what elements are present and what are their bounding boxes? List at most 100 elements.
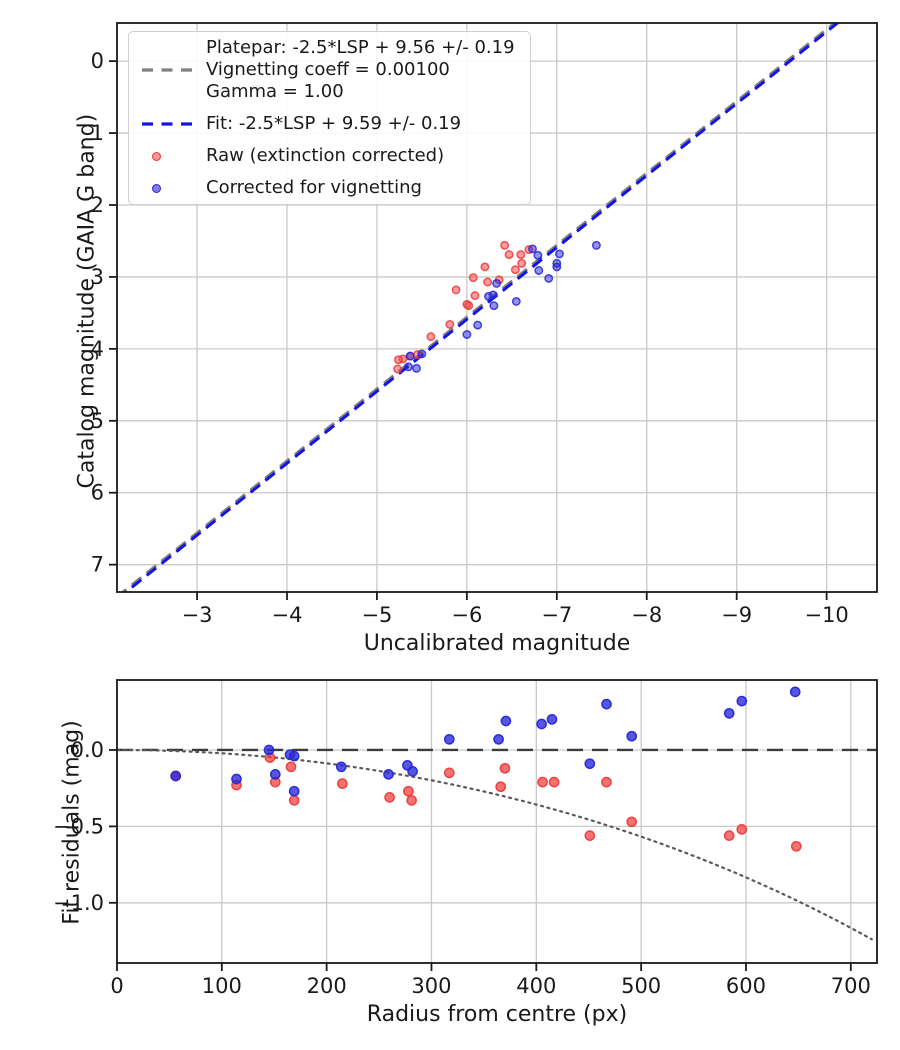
scatter-point [536, 718, 547, 730]
scatter-point [412, 363, 421, 373]
y-tick-label: 7 [91, 553, 104, 577]
scatter-point [736, 824, 748, 835]
legend-label-raw: Raw (extinction corrected) [206, 145, 445, 166]
x-tick-label: −10 [804, 603, 848, 627]
top-x-axis-label: Uncalibrated magnitude [363, 631, 631, 656]
scatter-point [393, 364, 403, 374]
scatter-point [445, 319, 455, 329]
scatter-point [269, 769, 281, 780]
vignetting-curve [117, 748, 873, 941]
scatter-point [626, 816, 638, 828]
scatter-point [493, 733, 504, 745]
scatter-point [723, 830, 735, 841]
scatter-point [405, 351, 415, 361]
scatter-point [170, 770, 182, 782]
scatter-point [537, 776, 548, 788]
scatter-point [528, 244, 537, 254]
x-tick-label: −6 [451, 603, 482, 627]
scatter-point [480, 262, 490, 272]
scatter-point [407, 766, 418, 777]
fit-residuals-grid [116, 680, 877, 963]
scatter-point [451, 285, 461, 295]
fit-residuals-ticks: 0 100 200 300 400 500 600 700 0.0 −0.5 −1.0 [53, 738, 871, 998]
scatter-point [464, 301, 474, 311]
scatter-point [723, 707, 735, 719]
scatter-point [517, 258, 527, 268]
scatter-point [383, 769, 394, 780]
scatter-point [285, 761, 297, 773]
scatter-point [584, 758, 596, 770]
scatter-point [510, 265, 520, 275]
corrected-dot-marker [141, 183, 194, 193]
magnitude-fit-series [393, 240, 534, 374]
scatter-point [443, 733, 455, 745]
legend-label-platepar: Platepar: -2.5*LSP + 9.56 +/- 0.19 Vigne… [206, 37, 515, 102]
x-tick-label: 700 [831, 974, 871, 998]
x-tick-label: 100 [202, 974, 242, 998]
scatter-point [288, 785, 300, 797]
x-tick-label: 200 [307, 974, 347, 998]
y-tick-label: 1 [91, 121, 104, 145]
x-tick-label: −8 [631, 603, 662, 627]
x-tick-label: 300 [411, 974, 451, 998]
scatter-point [546, 714, 558, 725]
scatter-point [398, 354, 408, 364]
x-tick-label: 400 [516, 974, 556, 998]
scatter-point [484, 291, 493, 301]
scatter-point [426, 332, 436, 342]
raw-dot-marker [141, 151, 194, 161]
scatter-point [504, 250, 514, 260]
scatter-point [534, 266, 544, 275]
scatter-point [626, 730, 638, 742]
scatter-point [473, 320, 483, 330]
magnitude-fit-ticks: −3 −4 −5 −6 −7 −8 −9 −10 0 1 2 3 4 5 6 7 [91, 49, 849, 627]
fit-residuals-series [170, 686, 801, 797]
scatter-point [544, 273, 554, 283]
scatter-point [495, 781, 507, 793]
scatter-point [591, 240, 601, 250]
y-tick-label: 5 [91, 409, 104, 433]
y-tick-label: 6 [91, 481, 104, 505]
legend-item-platepar: Platepar: -2.5*LSP + 9.56 +/- 0.19 Vigne… [141, 37, 518, 103]
x-tick-label: −9 [721, 603, 752, 627]
legend: Platepar: -2.5*LSP + 9.56 +/- 0.19 Vigne… [128, 31, 531, 205]
scatter-point [533, 250, 543, 260]
scatter-point [417, 349, 427, 359]
legend-label-fit: Fit: -2.5*LSP + 9.59 +/- 0.19 [206, 113, 462, 134]
legend-label-corrected: Corrected for vignetting [206, 177, 422, 198]
scatter-point [406, 795, 417, 806]
scatter-point [789, 686, 801, 698]
y-tick-label: −0.5 [53, 814, 104, 838]
magnitude-fit-series [403, 240, 601, 373]
scatter-point [500, 240, 510, 250]
scatter-point [489, 301, 499, 311]
y-tick-label: 3 [91, 265, 104, 289]
x-tick-label: −3 [182, 603, 213, 627]
scatter-point [470, 291, 480, 301]
scatter-point [384, 792, 395, 803]
x-tick-label: 600 [726, 974, 766, 998]
fit-residuals-frame [116, 679, 878, 964]
y-tick-label: 2 [91, 193, 104, 217]
x-tick-label: 500 [621, 974, 661, 998]
legend-item-fit: Fit: -2.5*LSP + 9.59 +/- 0.19 [141, 113, 518, 135]
scatter-point [601, 776, 612, 788]
y-tick-label: 0 [91, 49, 104, 73]
scatter-point [263, 744, 275, 756]
magnitude-fit-frame [116, 22, 878, 593]
scatter-point [511, 296, 521, 306]
x-tick-label: 0 [110, 974, 123, 998]
scatter-point [483, 277, 493, 287]
platepar-dash-marker [141, 67, 194, 73]
bottom-x-axis-label: Radius from centre (px) [366, 1002, 628, 1027]
x-tick-label: −4 [272, 603, 303, 627]
scatter-point [516, 250, 526, 260]
y-tick-label: −1.0 [53, 891, 104, 915]
scatter-point [548, 776, 560, 788]
scatter-point [231, 773, 242, 785]
x-tick-label: −5 [361, 603, 392, 627]
fit-residuals-series [170, 752, 802, 852]
scatter-point [552, 262, 562, 272]
